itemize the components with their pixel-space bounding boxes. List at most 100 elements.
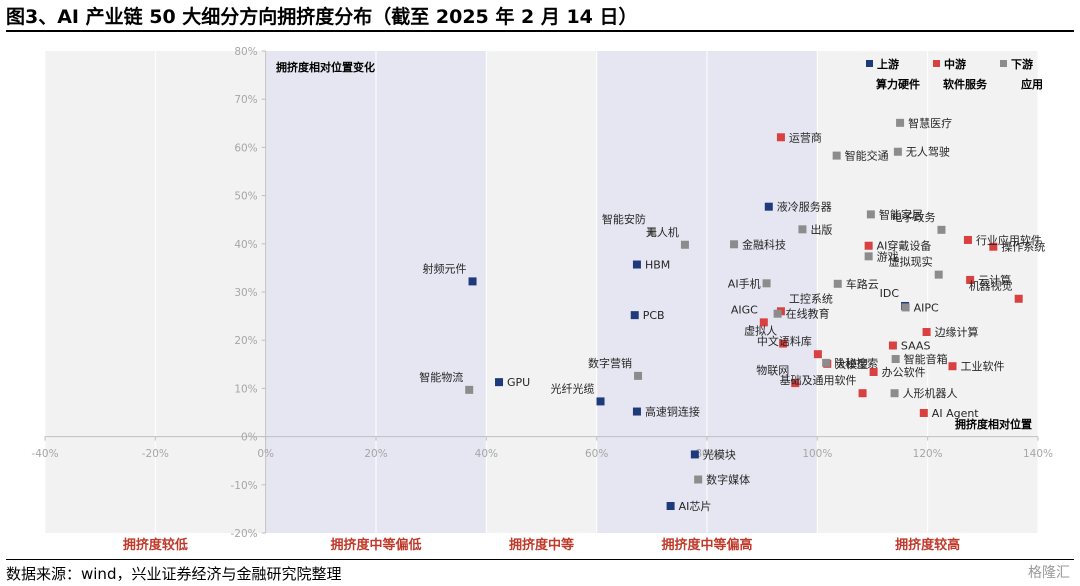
point-label: 机器视觉 — [969, 279, 1013, 293]
point-label: 车路云 — [846, 277, 879, 291]
zone-label: 拥挤度较高 — [895, 537, 960, 553]
point-down — [762, 279, 771, 288]
point-mid — [864, 241, 873, 250]
point-label: 智能音箱 — [904, 352, 948, 366]
point-label: 运营商 — [789, 130, 822, 144]
point-label: 在线教育 — [786, 307, 830, 321]
point-down — [890, 389, 899, 398]
legend-swatch-up — [866, 60, 873, 67]
point-mid — [776, 133, 785, 142]
point-down — [937, 225, 946, 234]
point-label: 人形机器人 — [903, 386, 958, 400]
point-mid — [791, 379, 800, 388]
point-down — [832, 151, 841, 160]
legend-name: 下游 — [1011, 57, 1033, 71]
point-label: 无人驾驶 — [906, 145, 950, 159]
x-tick-label: 100% — [802, 448, 832, 460]
zone-label: 拥挤度中等偏高 — [661, 537, 752, 553]
grid — [44, 50, 1039, 534]
point-down — [891, 354, 900, 363]
point-label: 游戏 — [877, 250, 899, 263]
point-label: GPU — [507, 376, 530, 389]
zone-labels: 拥挤度较低 拥挤度中等偏低 拥挤度中等 拥挤度中等偏高 拥挤度较高 — [123, 537, 960, 553]
annotation-top-left: 拥挤度相对位置变化 — [276, 60, 375, 74]
point-up — [764, 202, 773, 211]
point-label: 光模块 — [703, 447, 736, 461]
point-up — [495, 378, 504, 387]
point-mid — [888, 341, 897, 350]
legend-name: 中游 — [944, 57, 966, 71]
y-tick-label: 40% — [234, 239, 257, 251]
legend-desc: 应用 — [1021, 77, 1043, 91]
point-mid — [1014, 294, 1023, 303]
point-down — [822, 358, 831, 367]
x-tick-label: 20% — [364, 448, 387, 460]
point-label: 办公软件 — [882, 365, 926, 379]
point-label: 高速铜连接 — [645, 405, 700, 419]
point-label: 电子政务 — [891, 210, 935, 224]
point-down — [730, 240, 739, 249]
y-tick-label: 50% — [234, 191, 257, 203]
point-mid — [759, 318, 768, 327]
point-down — [866, 210, 875, 219]
page-title: 图3、AI 产业链 50 大细分方向拥挤度分布（截至 2025 年 2 月 14… — [6, 6, 638, 28]
y-tick-label: 80% — [234, 46, 257, 58]
point-mid — [919, 408, 928, 417]
point-label: 大模型 — [835, 357, 868, 371]
point-label: 金融科技 — [742, 237, 786, 251]
point-label: 中文语料库 — [757, 334, 812, 348]
point-down — [893, 147, 902, 156]
point-label: IDC — [880, 287, 900, 300]
point-label: 基础及通用软件 — [780, 373, 857, 387]
point-label: 智能物流 — [419, 370, 463, 384]
point-label: 智能安防 — [602, 212, 646, 226]
point-up — [632, 260, 641, 269]
point-label: 隐秘搜索 — [834, 356, 878, 370]
point-up — [666, 502, 675, 511]
legend-swatch-mid — [933, 60, 940, 67]
point-label: AI穿戴设备 — [877, 239, 932, 253]
watermark-logo: 格隆汇 — [1028, 565, 1070, 581]
plot-frame — [45, 51, 1038, 533]
point-mid — [966, 275, 975, 284]
point-mid — [813, 350, 822, 359]
point-label: AI Agent — [932, 407, 980, 420]
legend-swatch-down — [1000, 60, 1007, 67]
point-label: 边缘计算 — [935, 325, 979, 339]
x-tick-label: 120% — [913, 448, 943, 460]
x-tick-label: 0% — [257, 448, 274, 460]
point-label: 智能交通 — [845, 149, 889, 163]
x-tick-label: 80% — [695, 448, 718, 460]
point-down — [934, 270, 943, 279]
legend-name: 上游 — [877, 57, 899, 71]
zone-label: 拥挤度中等 — [509, 537, 574, 553]
legend-desc: 算力硬件 — [875, 77, 920, 91]
point-label: AIGC — [731, 303, 758, 316]
point-down — [901, 303, 910, 312]
point-mid — [963, 235, 972, 244]
point-label: 物联网 — [756, 363, 789, 377]
point-up — [690, 450, 699, 459]
point-label: 数字营销 — [588, 356, 632, 370]
point-label: 工业软件 — [960, 359, 1004, 373]
point-mid — [779, 339, 788, 348]
point-up — [468, 277, 477, 286]
point-label: HBM — [645, 259, 670, 272]
x-tick-label: 140% — [1023, 448, 1053, 460]
title-rule — [6, 30, 1074, 32]
point-label: 虚拟现实 — [889, 255, 933, 269]
y-tick-label: 30% — [234, 287, 257, 299]
point-label: 液冷服务器 — [777, 200, 832, 214]
point-label: 行业应用软件 — [976, 233, 1042, 247]
point-up — [632, 407, 641, 416]
point-mid — [922, 328, 931, 337]
point-down — [465, 385, 474, 394]
point-up — [630, 311, 639, 320]
point-label: 智能家居 — [879, 207, 923, 221]
y-tick-label: 0% — [241, 432, 258, 444]
point-mid — [858, 389, 867, 398]
point-label: 无人机 — [646, 225, 679, 239]
